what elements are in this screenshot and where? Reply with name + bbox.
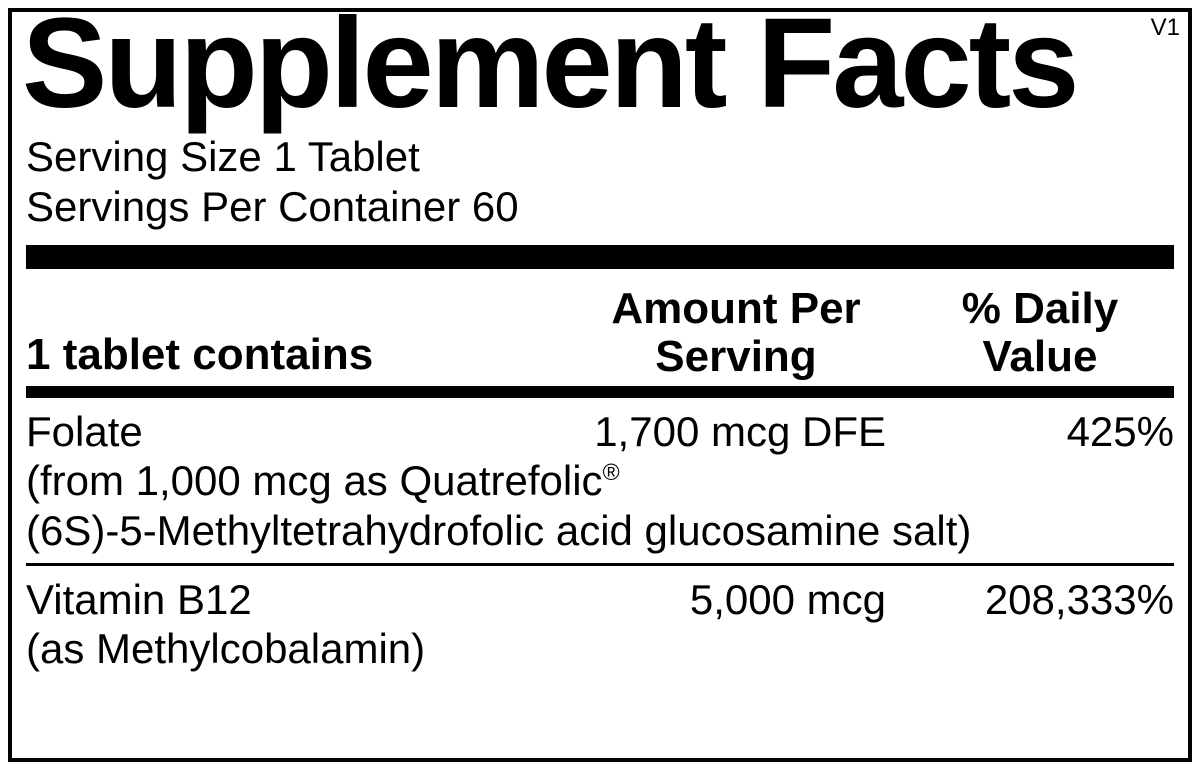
nutrient-amount: 1,700 mcg DFE	[496, 408, 906, 456]
version-tag: V1	[1151, 14, 1180, 42]
nutrient-source-line2: (6S)-5-Methyltetrahydrofolic acid glucos…	[26, 506, 1174, 556]
serving-size: Serving Size 1 Tablet	[26, 132, 1174, 182]
thick-divider	[26, 245, 1174, 269]
table-row: Folate 1,700 mcg DFE 425% (from 1,000 mc…	[12, 398, 1188, 563]
nutrient-name: Folate	[26, 408, 496, 456]
nutrient-source: (as Methylcobalamin)	[26, 624, 1174, 674]
nutrient-dv: 425%	[906, 408, 1174, 456]
column-headers: 1 tablet contains Amount Per Serving % D…	[12, 269, 1188, 386]
nutrient-source: (from 1,000 mcg as Quatrefolic®	[26, 456, 1174, 506]
header-contains: 1 tablet contains	[26, 330, 566, 380]
supplement-facts-panel: V1 Supplement Facts Serving Size 1 Table…	[8, 8, 1192, 762]
panel-title: Supplement Facts	[12, 0, 1188, 128]
nutrient-amount: 5,000 mcg	[496, 576, 906, 624]
table-row: Vitamin B12 5,000 mcg 208,333% (as Methy…	[12, 566, 1188, 682]
nutrient-name: Vitamin B12	[26, 576, 496, 624]
servings-per-container: Servings Per Container 60	[26, 182, 1174, 232]
header-divider	[26, 386, 1174, 398]
header-amount: Amount Per Serving	[566, 285, 906, 380]
serving-info: Serving Size 1 Tablet Servings Per Conta…	[12, 132, 1188, 231]
header-daily-value: % Daily Value	[906, 285, 1174, 380]
nutrient-dv: 208,333%	[906, 576, 1174, 624]
